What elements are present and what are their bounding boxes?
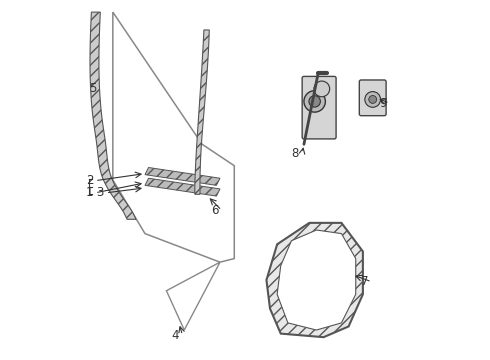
Text: 6: 6 [211,204,219,217]
Polygon shape [277,230,356,330]
Circle shape [309,96,320,107]
Polygon shape [195,30,209,194]
Polygon shape [145,167,220,185]
Text: 4: 4 [172,329,179,342]
Circle shape [304,91,325,112]
Polygon shape [90,12,136,219]
Polygon shape [145,178,220,196]
Circle shape [365,91,381,107]
Text: 5: 5 [90,82,97,95]
Polygon shape [267,223,363,337]
Text: 2: 2 [86,174,94,187]
Text: 7: 7 [361,275,368,288]
Text: 3: 3 [97,186,104,199]
Text: 1: 1 [86,186,94,199]
Circle shape [314,81,330,97]
Text: 8: 8 [292,147,299,160]
Text: 9: 9 [379,97,386,110]
FancyBboxPatch shape [302,76,336,139]
Circle shape [369,95,377,103]
FancyBboxPatch shape [359,80,386,116]
